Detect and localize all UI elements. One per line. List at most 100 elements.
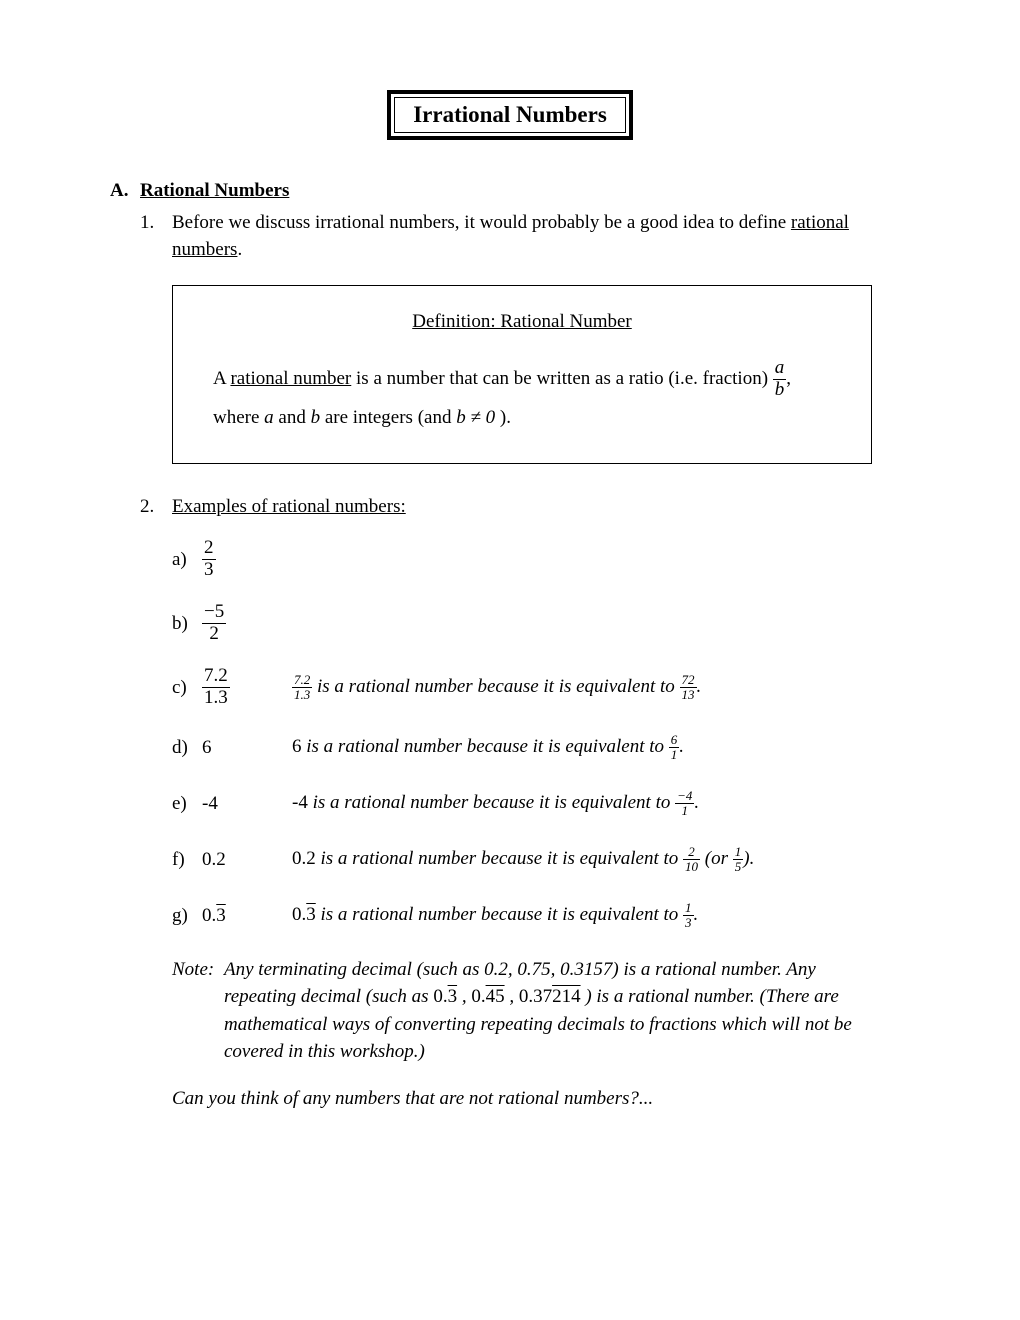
- repeating-digit: 3: [216, 905, 226, 926]
- example-value: 7.21.3: [202, 666, 292, 709]
- question: Can you think of any numbers that are no…: [172, 1088, 910, 1110]
- definition-box: Definition: Rational Number A rational n…: [172, 285, 872, 464]
- example-explanation: -4 is a rational number because it is eq…: [292, 789, 699, 819]
- text: is a rational number because it is equiv…: [321, 848, 684, 869]
- definition-body: A rational number is a number that can b…: [213, 358, 831, 435]
- denominator: 1.3: [202, 688, 230, 709]
- section-heading-text: Rational Numbers: [140, 180, 289, 201]
- fraction: −52: [202, 602, 226, 645]
- text: repeating decimal (such as: [224, 986, 433, 1007]
- text: is a number that can be written as a rat…: [351, 368, 773, 389]
- denominator: 3: [202, 560, 216, 581]
- example-d: d) 6 6 is a rational number because it i…: [172, 728, 910, 768]
- denominator: 1: [675, 804, 694, 818]
- repeating-digits: 45: [486, 986, 505, 1007]
- text: .: [694, 792, 699, 813]
- text: ).: [495, 407, 511, 428]
- section-letter: A.: [110, 180, 140, 202]
- text: .: [697, 676, 702, 697]
- numerator: 1: [733, 845, 744, 860]
- text: is a rational number because it is equiv…: [312, 676, 679, 697]
- text: ,: [786, 368, 791, 389]
- example-explanation: 6 is a rational number because it is equ…: [292, 733, 684, 763]
- text: mathematical ways of converting repeatin…: [224, 1014, 852, 1035]
- example-f: f) 0.2 0.2 is a rational number because …: [172, 840, 910, 880]
- text: and: [274, 407, 311, 428]
- text: is a rational number because it is equiv…: [316, 904, 683, 925]
- page-title: Irrational Numbers: [394, 97, 626, 133]
- fraction: 7.21.3: [292, 673, 312, 703]
- fraction-a-b: ab: [773, 358, 787, 401]
- text: .: [694, 904, 699, 925]
- text: ,: [505, 986, 519, 1007]
- text: is a rational number because it is equiv…: [306, 736, 669, 757]
- text: ,: [457, 986, 471, 1007]
- examples-list: a) 23 b) −52 c) 7.21.3 7.21.3 is a ratio…: [172, 536, 910, 936]
- fraction: 210: [683, 845, 700, 875]
- repeating-digit: 3: [448, 986, 458, 1007]
- example-c: c) 7.21.3 7.21.3 is a rational number be…: [172, 664, 910, 712]
- text: are integers (and: [320, 407, 456, 428]
- example-letter: g): [172, 905, 202, 927]
- text: 0.: [292, 904, 306, 925]
- text: 0.37: [519, 986, 552, 1007]
- item-body: Before we discuss irrational numbers, it…: [172, 210, 910, 263]
- example-value: 0.3: [202, 905, 292, 927]
- var-a: a: [264, 407, 274, 428]
- note-label: Note:: [172, 956, 224, 984]
- example-explanation: 0.2 is a rational number because it is e…: [292, 845, 754, 875]
- fraction: 15: [733, 845, 744, 875]
- numerator: −4: [675, 789, 694, 804]
- page: Irrational Numbers A.Rational Numbers 1.…: [0, 0, 1020, 1320]
- example-g: g) 0.3 0.3 is a rational number because …: [172, 896, 910, 936]
- item-number: 1.: [140, 210, 172, 263]
- text: .: [237, 239, 242, 260]
- text: where: [213, 407, 264, 428]
- text: 0.2: [292, 848, 321, 869]
- example-letter: c): [172, 677, 202, 699]
- repeating-digits: 214: [552, 986, 581, 1007]
- example-value: −52: [202, 602, 292, 645]
- text: .: [679, 736, 684, 757]
- note-text: Any terminating decimal (such as 0.2, 0.…: [224, 956, 904, 1066]
- denominator: 1: [669, 748, 680, 762]
- example-value: 0.2: [202, 849, 292, 871]
- example-value: 23: [202, 538, 292, 581]
- condition: b ≠ 0: [456, 407, 495, 428]
- denominator: 5: [733, 860, 744, 874]
- text-underline: rational number: [230, 368, 351, 389]
- note: Note: Any terminating decimal (such as 0…: [172, 956, 910, 1066]
- example-value: 6: [202, 737, 292, 759]
- example-b: b) −52: [172, 600, 910, 648]
- item-1: 1. Before we discuss irrational numbers,…: [140, 210, 910, 263]
- section-a-heading: A.Rational Numbers: [110, 180, 910, 202]
- text: Before we discuss irrational numbers, it…: [172, 212, 791, 233]
- var-b: b: [311, 407, 321, 428]
- fraction: 7.21.3: [202, 666, 230, 709]
- example-e: e) -4 -4 is a rational number because it…: [172, 784, 910, 824]
- examples-heading: Examples of rational numbers:: [172, 496, 406, 517]
- text: 0.: [202, 905, 216, 926]
- fraction: 7213: [680, 673, 697, 703]
- text: ).: [743, 848, 754, 869]
- example-letter: a): [172, 549, 202, 571]
- denominator: 10: [683, 860, 700, 874]
- text: (or: [700, 848, 733, 869]
- definition-title: Definition: Rational Number: [213, 311, 831, 333]
- text: 0.: [433, 986, 447, 1007]
- item-body: Examples of rational numbers:: [172, 494, 910, 521]
- example-explanation: 0.3 is a rational number because it is e…: [292, 901, 698, 931]
- fraction: 23: [202, 538, 216, 581]
- example-value: -4: [202, 793, 292, 815]
- numerator: 2: [683, 845, 700, 860]
- numerator: 6: [669, 733, 680, 748]
- item-2: 2. Examples of rational numbers:: [140, 494, 910, 521]
- fraction: 13: [683, 901, 694, 931]
- fraction: −41: [675, 789, 694, 819]
- item-number: 2.: [140, 494, 172, 521]
- fraction: 61: [669, 733, 680, 763]
- numerator: −5: [202, 602, 226, 624]
- denominator: 1.3: [292, 688, 312, 702]
- example-a: a) 23: [172, 536, 910, 584]
- example-letter: f): [172, 849, 202, 871]
